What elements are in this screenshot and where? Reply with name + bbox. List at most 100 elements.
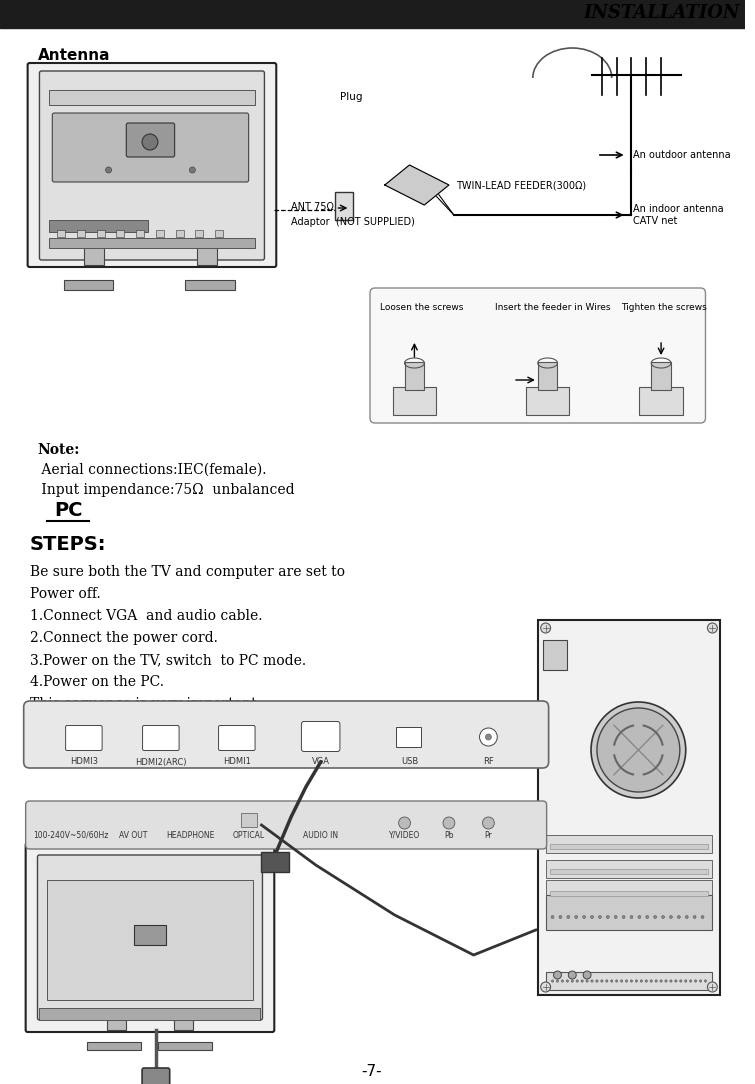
Text: 3.Power on the TV, switch  to PC mode.: 3.Power on the TV, switch to PC mode. <box>29 653 306 667</box>
Text: Tighten the screws: Tighten the screws <box>621 304 707 312</box>
Bar <box>174 1010 193 1030</box>
Text: PC: PC <box>54 501 83 519</box>
Circle shape <box>670 980 672 982</box>
FancyBboxPatch shape <box>52 113 248 182</box>
Circle shape <box>571 980 574 982</box>
Circle shape <box>586 980 588 982</box>
Text: Loosen the screws: Loosen the screws <box>380 304 463 312</box>
Text: Antenna: Antenna <box>38 48 110 63</box>
Bar <box>396 727 421 747</box>
Text: HDMI1: HDMI1 <box>223 758 251 766</box>
Circle shape <box>621 980 623 982</box>
Circle shape <box>695 980 697 982</box>
Circle shape <box>640 980 643 982</box>
Polygon shape <box>385 165 449 205</box>
Bar <box>241 813 257 827</box>
Bar <box>49 238 254 248</box>
Circle shape <box>630 980 633 982</box>
Circle shape <box>551 916 554 918</box>
FancyBboxPatch shape <box>126 122 174 157</box>
Circle shape <box>541 982 550 992</box>
Text: 1.Connect VGA  and audio cable.: 1.Connect VGA and audio cable. <box>29 609 262 623</box>
Text: ANT 75Ω: ANT 75Ω <box>291 202 334 212</box>
Circle shape <box>142 134 158 150</box>
FancyBboxPatch shape <box>143 725 179 750</box>
Circle shape <box>686 916 689 918</box>
Text: An outdoor antenna: An outdoor antenna <box>633 150 731 160</box>
Bar <box>215 230 223 237</box>
Bar <box>116 230 125 237</box>
Bar <box>550 891 708 896</box>
Circle shape <box>190 167 196 173</box>
FancyBboxPatch shape <box>38 855 263 1020</box>
Bar <box>77 230 85 237</box>
Text: Adaptor  (NOT SUPPLIED): Adaptor (NOT SUPPLIED) <box>291 217 415 227</box>
Circle shape <box>606 916 609 918</box>
Circle shape <box>485 734 492 740</box>
Circle shape <box>625 980 627 982</box>
Bar <box>546 835 713 853</box>
Circle shape <box>655 980 658 982</box>
Bar <box>49 90 254 105</box>
Bar <box>136 230 144 237</box>
Text: Pb: Pb <box>444 830 454 839</box>
Circle shape <box>596 980 598 982</box>
Text: Be sure both the TV and computer are set to: Be sure both the TV and computer are set… <box>29 565 344 579</box>
Circle shape <box>581 980 584 982</box>
Circle shape <box>569 971 576 979</box>
FancyBboxPatch shape <box>66 725 102 750</box>
Circle shape <box>566 980 569 982</box>
FancyBboxPatch shape <box>23 701 549 767</box>
Circle shape <box>583 971 591 979</box>
Circle shape <box>482 817 495 829</box>
Bar <box>97 230 105 237</box>
Text: Y/VIDEO: Y/VIDEO <box>389 830 421 839</box>
Circle shape <box>606 980 608 982</box>
Circle shape <box>615 980 618 982</box>
Circle shape <box>701 916 704 918</box>
FancyBboxPatch shape <box>370 288 705 423</box>
Circle shape <box>559 916 562 918</box>
Circle shape <box>677 916 680 918</box>
Bar <box>550 844 708 849</box>
Text: HDMI2(ARC): HDMI2(ARC) <box>135 758 186 766</box>
Circle shape <box>707 982 717 992</box>
Bar <box>49 220 148 232</box>
Bar <box>87 1042 141 1050</box>
Circle shape <box>645 980 648 982</box>
FancyBboxPatch shape <box>26 801 547 849</box>
Text: AUDIO IN: AUDIO IN <box>303 830 338 839</box>
FancyBboxPatch shape <box>218 725 255 750</box>
Circle shape <box>685 980 687 982</box>
Text: An indoor antenna
CATV net: An indoor antenna CATV net <box>633 204 724 225</box>
Bar <box>48 880 253 1001</box>
Bar <box>158 1042 212 1050</box>
Bar <box>538 620 720 995</box>
Text: Insert the feeder in Wires: Insert the feeder in Wires <box>495 304 610 312</box>
Circle shape <box>611 980 613 982</box>
Text: INSTALLATION: INSTALLATION <box>584 4 740 22</box>
Text: TWIN-LEAD FEEDER(300Ω): TWIN-LEAD FEEDER(300Ω) <box>456 180 586 190</box>
Circle shape <box>443 817 455 829</box>
Circle shape <box>630 916 633 918</box>
Text: 2.Connect the power cord.: 2.Connect the power cord. <box>29 631 217 645</box>
Bar <box>538 362 557 390</box>
Circle shape <box>591 980 593 982</box>
Text: Power off.: Power off. <box>29 588 100 601</box>
Circle shape <box>561 980 563 982</box>
Bar <box>335 192 353 220</box>
Circle shape <box>576 980 578 982</box>
Bar <box>57 230 65 237</box>
Text: Plug: Plug <box>341 92 363 102</box>
Bar <box>0 0 745 28</box>
FancyBboxPatch shape <box>39 70 264 260</box>
Bar <box>196 230 203 237</box>
Circle shape <box>601 980 603 982</box>
Circle shape <box>615 916 617 918</box>
Bar <box>134 925 166 945</box>
Text: STEPS:: STEPS: <box>29 535 106 555</box>
Bar <box>639 387 683 415</box>
Circle shape <box>553 971 562 979</box>
Text: This sequence is very important.: This sequence is very important. <box>29 697 260 711</box>
Bar <box>393 387 436 415</box>
